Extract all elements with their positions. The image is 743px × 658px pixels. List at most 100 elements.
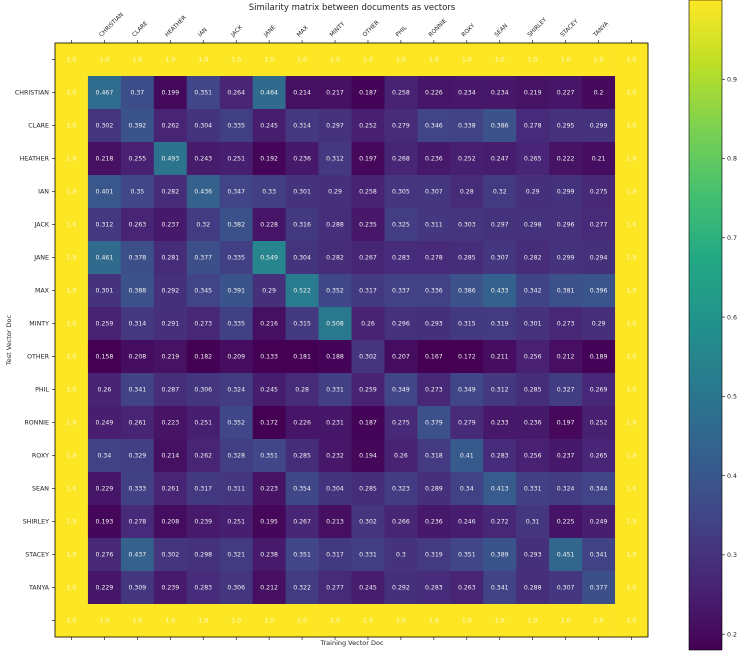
cell-value-label: 0.331: [326, 387, 344, 394]
cell-value-label: 0.381: [557, 288, 575, 295]
heatmap-cell: [351, 307, 385, 341]
cell-value-label: 0.239: [161, 585, 179, 592]
cell-value-label: 0.26: [98, 387, 112, 394]
cell-value-label: 0.28: [295, 387, 309, 394]
heatmap-cell: [483, 538, 517, 572]
heatmap-cell: [120, 142, 155, 176]
border-cell-label: 1.0: [627, 387, 637, 394]
cell-value-label: 0.283: [194, 585, 212, 592]
cell-value-label: 0.236: [425, 519, 443, 526]
y-tick-label: STACEY: [25, 552, 49, 559]
heatmap-cell: [120, 571, 155, 605]
cell-value-label: 0.324: [227, 387, 245, 394]
heatmap-cell: [153, 439, 188, 473]
border-cell-label: 1.0: [627, 57, 637, 64]
cell-value-label: 0.335: [227, 123, 245, 130]
cell-value-label: 0.35: [130, 189, 144, 196]
border-cell-label: 1.0: [67, 387, 77, 394]
cell-value-label: 0.401: [96, 189, 114, 196]
cell-value-label: 0.34: [98, 453, 112, 460]
heatmap-cell: [417, 505, 451, 539]
border-cell-label: 1.0: [198, 57, 208, 64]
heatmap-cell: [417, 241, 451, 275]
cell-value-label: 0.214: [161, 453, 179, 460]
cell-value-label: 0.258: [359, 189, 377, 196]
cell-value-label: 0.307: [557, 585, 575, 592]
heatmap-cell: [219, 538, 254, 572]
heatmap-cell: [582, 142, 616, 176]
heatmap-cell: [87, 538, 122, 572]
x-tick-label: CHRISTIAN: [99, 12, 125, 38]
cell-value-label: 0.285: [293, 453, 311, 460]
cell-value-label: 0.199: [161, 90, 179, 97]
cell-value-label: 0.252: [458, 156, 476, 163]
cell-value-label: 0.277: [326, 585, 344, 592]
cell-value-label: 0.278: [129, 519, 147, 526]
heatmap-cell: [285, 208, 319, 242]
cell-value-label: 0.324: [557, 486, 575, 493]
heatmap-cell: [549, 76, 583, 110]
cell-value-label: 0.377: [590, 585, 608, 592]
heatmap-cell: [450, 109, 484, 143]
cell-value-label: 0.275: [392, 420, 410, 427]
heatmap-border-cell: [450, 43, 484, 77]
heatmap-cell: [516, 571, 550, 605]
heatmap-cell: [87, 175, 122, 209]
heatmap-cell: [186, 505, 221, 539]
colorbar-tick-label: 0.2: [727, 631, 737, 638]
heatmap-border-cell: [351, 604, 385, 638]
cell-value-label: 0.309: [129, 585, 147, 592]
cell-value-label: 0.302: [359, 354, 377, 361]
heatmap-cell: [318, 373, 352, 407]
cell-value-label: 0.263: [129, 222, 147, 229]
cell-value-label: 0.451: [557, 552, 575, 559]
cell-value-label: 0.209: [227, 354, 245, 361]
heatmap-cell: [483, 439, 517, 473]
cell-value-label: 0.331: [524, 486, 542, 493]
cell-value-label: 0.351: [458, 552, 476, 559]
colorbar-ticks: 0.2 0.3 0.4 0.5 0.6 0.7 0.8 0.9: [722, 76, 737, 638]
cell-value-label: 0.29: [526, 189, 540, 196]
cell-value-label: 0.34: [460, 486, 474, 493]
heatmap-cell: [87, 241, 122, 275]
heatmap-cell: [417, 538, 451, 572]
heatmap-border-cell: [55, 307, 89, 341]
heatmap-cell: [384, 571, 418, 605]
heatmap-cell: [450, 505, 484, 539]
cell-value-label: 0.26: [394, 453, 408, 460]
heatmap-cell: [186, 307, 221, 341]
heatmap-cell: [252, 340, 287, 374]
colorbar-tick-label: 0.7: [727, 235, 737, 242]
heatmap-cell: [417, 571, 451, 605]
heatmap-border-cell: [219, 43, 254, 77]
cell-value-label: 0.337: [392, 288, 410, 295]
cell-value-label: 0.287: [161, 387, 179, 394]
heatmap-cell: [252, 538, 287, 572]
heatmap-cell: [582, 538, 616, 572]
cell-value-label: 0.256: [524, 453, 542, 460]
cell-value-label: 0.413: [491, 486, 509, 493]
heatmap-cell: [516, 340, 550, 374]
heatmap-cell: [351, 538, 385, 572]
cell-value-label: 0.256: [524, 354, 542, 361]
heatmap-cell: [153, 505, 188, 539]
heatmap-cell: [285, 538, 319, 572]
heatmap-cell: [549, 472, 583, 506]
cell-value-label: 0.322: [293, 585, 311, 592]
heatmap-cell: [153, 472, 188, 506]
heatmap-cell: [384, 307, 418, 341]
cell-value-label: 0.269: [590, 387, 608, 394]
cell-value-label: 0.158: [96, 354, 114, 361]
heatmap-cell: [516, 175, 550, 209]
y-tick-label: CLARE: [28, 123, 49, 130]
cell-value-label: 0.388: [129, 288, 147, 295]
heatmap-cell: [351, 175, 385, 209]
y-tick-label: SHIRLEY: [23, 519, 49, 526]
heatmap-cell: [219, 109, 254, 143]
cell-value-label: 0.251: [194, 420, 212, 427]
heatmap-border-cell: [615, 472, 649, 506]
cell-value-label: 0.231: [326, 420, 344, 427]
heatmap-cell: [384, 340, 418, 374]
heatmap-cell: [285, 406, 319, 440]
heatmap-cell: [186, 439, 221, 473]
